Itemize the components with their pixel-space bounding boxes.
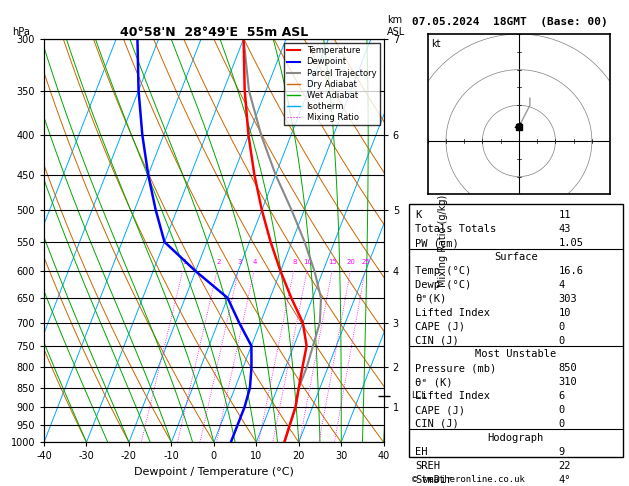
- Text: 43: 43: [559, 225, 571, 234]
- Text: SREH: SREH: [415, 461, 440, 470]
- Text: 2: 2: [216, 260, 221, 265]
- Text: km
ASL: km ASL: [387, 15, 405, 37]
- Text: 10: 10: [559, 308, 571, 318]
- Text: kt: kt: [431, 39, 441, 49]
- Text: 310: 310: [559, 377, 577, 387]
- Text: CAPE (J): CAPE (J): [415, 405, 465, 415]
- Text: Totals Totals: Totals Totals: [415, 225, 496, 234]
- Text: 16.6: 16.6: [559, 266, 584, 276]
- Text: 8: 8: [292, 260, 297, 265]
- Text: Dewp (°C): Dewp (°C): [415, 280, 472, 290]
- Title: 40°58'N  28°49'E  55m ASL: 40°58'N 28°49'E 55m ASL: [120, 26, 308, 39]
- Text: 0: 0: [559, 335, 565, 346]
- Text: 4: 4: [253, 260, 257, 265]
- Text: 25: 25: [362, 260, 370, 265]
- Text: K: K: [415, 210, 421, 221]
- Text: 6: 6: [559, 391, 565, 401]
- Text: 0: 0: [559, 322, 565, 331]
- Y-axis label: Mixing Ratio (g/kg): Mixing Ratio (g/kg): [438, 194, 448, 287]
- Text: θᵉ(K): θᵉ(K): [415, 294, 447, 304]
- Text: Temp (°C): Temp (°C): [415, 266, 472, 276]
- Text: 0: 0: [559, 405, 565, 415]
- Text: LCL: LCL: [411, 391, 426, 400]
- Text: 4°: 4°: [559, 474, 571, 485]
- Text: 1.05: 1.05: [559, 238, 584, 248]
- Text: 9: 9: [559, 447, 565, 457]
- Text: 3: 3: [237, 260, 242, 265]
- Text: 20: 20: [347, 260, 356, 265]
- Text: Lifted Index: Lifted Index: [415, 391, 490, 401]
- Text: CIN (J): CIN (J): [415, 419, 459, 429]
- Text: 11: 11: [559, 210, 571, 221]
- Text: CIN (J): CIN (J): [415, 335, 459, 346]
- Text: θᵉ (K): θᵉ (K): [415, 377, 453, 387]
- Text: 0: 0: [559, 419, 565, 429]
- Legend: Temperature, Dewpoint, Parcel Trajectory, Dry Adiabat, Wet Adiabat, Isotherm, Mi: Temperature, Dewpoint, Parcel Trajectory…: [284, 43, 379, 125]
- Text: Hodograph: Hodograph: [487, 433, 544, 443]
- Text: 1: 1: [182, 260, 186, 265]
- Text: 10: 10: [304, 260, 313, 265]
- Text: Surface: Surface: [494, 252, 538, 262]
- Text: CAPE (J): CAPE (J): [415, 322, 465, 331]
- Text: 303: 303: [559, 294, 577, 304]
- Text: Pressure (mb): Pressure (mb): [415, 364, 496, 373]
- Text: Most Unstable: Most Unstable: [475, 349, 557, 360]
- Text: PW (cm): PW (cm): [415, 238, 459, 248]
- Text: 850: 850: [559, 364, 577, 373]
- Text: StmDir: StmDir: [415, 474, 453, 485]
- Text: 15: 15: [329, 260, 338, 265]
- Text: EH: EH: [415, 447, 428, 457]
- Text: 07.05.2024  18GMT  (Base: 00): 07.05.2024 18GMT (Base: 00): [412, 17, 608, 27]
- X-axis label: Dewpoint / Temperature (°C): Dewpoint / Temperature (°C): [134, 467, 294, 477]
- Text: © weatheronline.co.uk: © weatheronline.co.uk: [412, 474, 525, 484]
- Text: hPa: hPa: [12, 27, 30, 37]
- Text: 4: 4: [559, 280, 565, 290]
- Text: Lifted Index: Lifted Index: [415, 308, 490, 318]
- Text: 22: 22: [559, 461, 571, 470]
